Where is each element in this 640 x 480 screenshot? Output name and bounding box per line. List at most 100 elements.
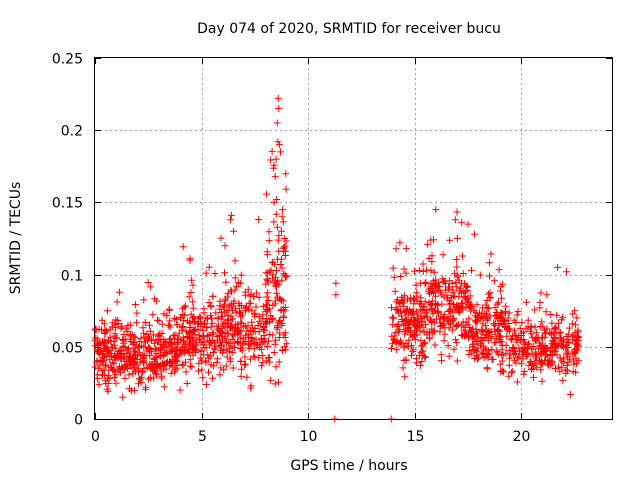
data-point bbox=[422, 321, 429, 329]
data-point bbox=[279, 218, 287, 226]
data-point bbox=[423, 266, 431, 274]
data-point bbox=[263, 306, 271, 313]
data-point bbox=[487, 250, 495, 258]
data-point bbox=[453, 271, 461, 279]
data-point bbox=[389, 321, 397, 329]
data-point bbox=[440, 321, 448, 329]
data-point bbox=[480, 346, 488, 354]
data-point bbox=[277, 261, 285, 268]
data-point bbox=[278, 227, 285, 235]
data-point bbox=[393, 346, 401, 354]
data-point bbox=[495, 332, 503, 340]
data-point bbox=[426, 334, 434, 342]
data-point bbox=[406, 319, 414, 327]
data-point bbox=[565, 338, 573, 346]
data-point bbox=[189, 281, 197, 289]
x-axis-label: GPS time / hours bbox=[290, 458, 407, 474]
data-point bbox=[452, 306, 460, 314]
data-point bbox=[157, 367, 165, 375]
data-point bbox=[155, 317, 163, 325]
data-point bbox=[152, 370, 160, 378]
data-point bbox=[140, 343, 148, 351]
data-point bbox=[277, 148, 284, 156]
data-point bbox=[237, 271, 245, 279]
data-point bbox=[244, 341, 252, 349]
data-point bbox=[400, 344, 408, 352]
data-point bbox=[156, 344, 164, 352]
data-point bbox=[177, 314, 184, 322]
data-point bbox=[519, 347, 527, 355]
data-point bbox=[273, 293, 281, 301]
data-point bbox=[156, 352, 164, 360]
data-point bbox=[146, 327, 154, 335]
data-point bbox=[419, 268, 427, 275]
data-point bbox=[139, 324, 147, 332]
data-point bbox=[131, 301, 139, 308]
data-point bbox=[186, 256, 194, 264]
data-point bbox=[538, 318, 546, 326]
data-point bbox=[162, 343, 170, 351]
data-point bbox=[183, 380, 191, 387]
data-point bbox=[454, 320, 462, 328]
data-point bbox=[272, 210, 280, 218]
data-point bbox=[221, 242, 229, 250]
data-point bbox=[396, 299, 404, 306]
data-point bbox=[207, 302, 215, 310]
data-point bbox=[543, 345, 551, 353]
data-point bbox=[221, 269, 228, 277]
data-point bbox=[189, 326, 197, 334]
data-point bbox=[229, 364, 237, 372]
data-point bbox=[553, 351, 561, 359]
data-point bbox=[445, 352, 453, 360]
data-point bbox=[542, 352, 550, 360]
data-point bbox=[222, 278, 230, 286]
data-point bbox=[572, 337, 580, 345]
data-point bbox=[236, 345, 244, 353]
data-point bbox=[431, 307, 439, 315]
data-point bbox=[517, 332, 525, 339]
data-point bbox=[268, 314, 276, 322]
data-point bbox=[215, 341, 223, 349]
data-point bbox=[431, 287, 439, 295]
data-point bbox=[99, 337, 106, 345]
data-point bbox=[185, 346, 192, 354]
data-point bbox=[432, 206, 440, 214]
data-point bbox=[464, 220, 472, 228]
data-point bbox=[184, 333, 192, 341]
data-point bbox=[115, 288, 123, 296]
data-point bbox=[234, 338, 242, 346]
data-point bbox=[485, 290, 492, 298]
data-point bbox=[224, 339, 232, 347]
data-point bbox=[154, 316, 161, 324]
data-point bbox=[226, 324, 234, 332]
data-point bbox=[529, 365, 537, 373]
data-point bbox=[498, 338, 506, 346]
data-point bbox=[271, 340, 279, 348]
data-point bbox=[554, 263, 562, 271]
data-point bbox=[149, 331, 157, 339]
data-point bbox=[532, 356, 540, 364]
data-point bbox=[483, 364, 491, 372]
data-point bbox=[458, 305, 466, 313]
data-point bbox=[148, 337, 155, 344]
data-point bbox=[395, 300, 403, 308]
data-point bbox=[182, 327, 190, 335]
data-point bbox=[233, 338, 241, 345]
data-point bbox=[166, 323, 174, 331]
data-point bbox=[542, 308, 550, 316]
data-point bbox=[215, 322, 222, 330]
data-point bbox=[537, 366, 545, 374]
data-point bbox=[459, 318, 467, 326]
data-point bbox=[190, 344, 198, 352]
data-point bbox=[158, 320, 166, 328]
data-point bbox=[271, 300, 279, 308]
data-point bbox=[513, 338, 521, 346]
data-point bbox=[514, 307, 522, 315]
data-point bbox=[550, 339, 558, 347]
data-point bbox=[93, 358, 101, 366]
data-point bbox=[232, 283, 240, 291]
data-point bbox=[194, 319, 202, 327]
data-point bbox=[282, 185, 290, 193]
data-point bbox=[274, 281, 282, 288]
data-point bbox=[135, 368, 142, 376]
